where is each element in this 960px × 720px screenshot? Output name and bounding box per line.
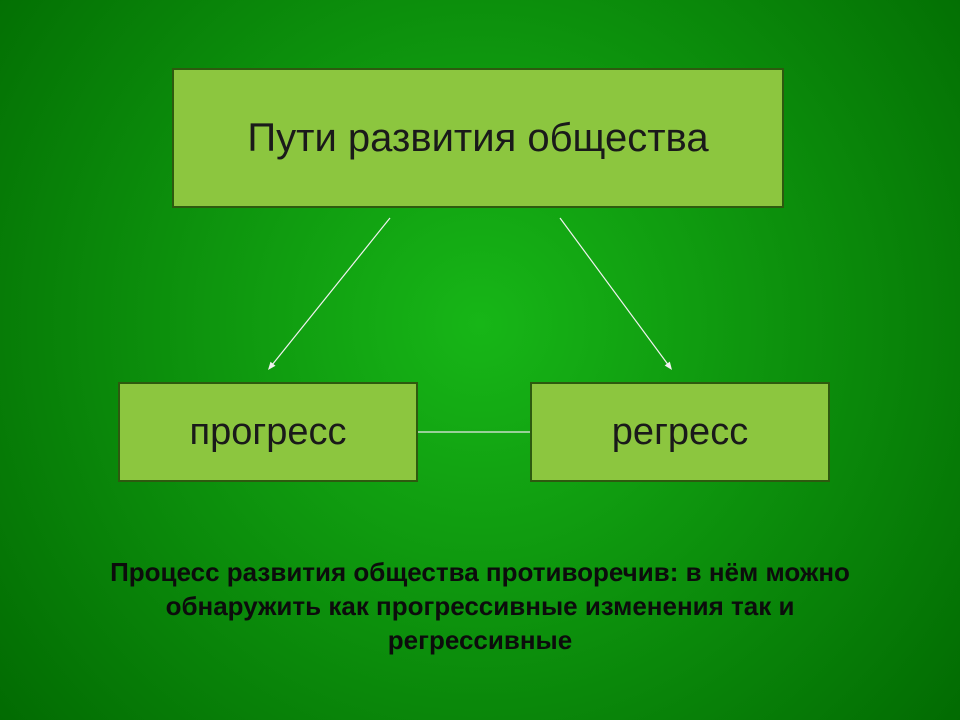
title-box: Пути развития общества	[172, 68, 784, 208]
slide-canvas: Пути развития общества прогресс регресс …	[0, 0, 960, 720]
left-box-text: прогресс	[190, 411, 347, 454]
caption-line-2: обнаружить как прогрессивные изменения т…	[90, 589, 870, 623]
left-box-progress: прогресс	[118, 382, 418, 482]
right-box-regress: регресс	[530, 382, 830, 482]
caption-line-3: регрессивные	[90, 623, 870, 657]
caption-line-1: Процесс развития общества противоречив: …	[90, 555, 870, 589]
right-box-text: регресс	[612, 411, 748, 454]
title-text: Пути развития общества	[247, 116, 708, 161]
bottom-caption: Процесс развития общества противоречив: …	[90, 555, 870, 657]
